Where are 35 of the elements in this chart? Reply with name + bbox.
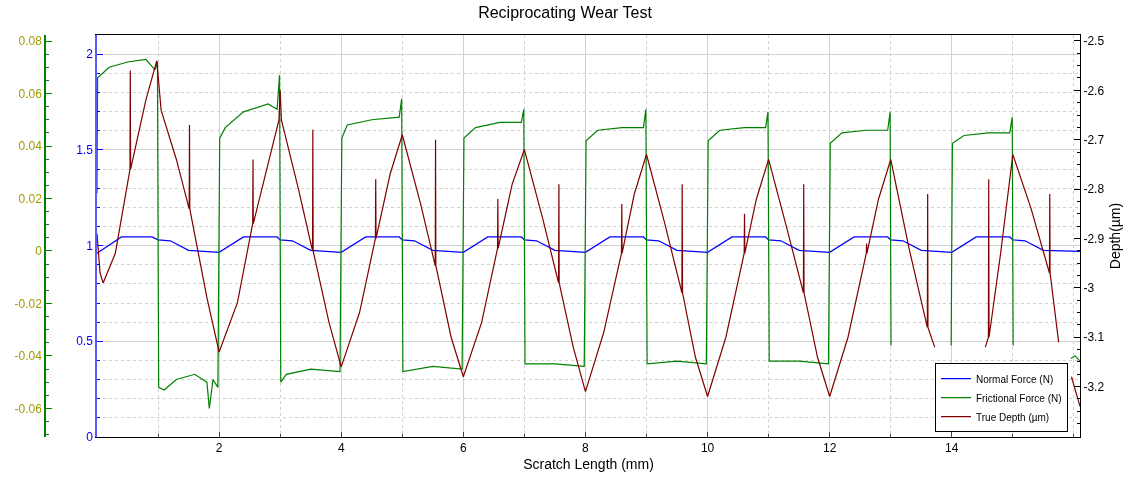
legend-label: Frictional Force (N) — [976, 392, 1062, 404]
y3-tick-label: -2.5 — [1083, 34, 1105, 49]
x-tick-label: 10 — [700, 441, 715, 456]
legend-label: Normal Force (N) — [976, 373, 1054, 385]
y2-tick-label: 0.08 — [18, 34, 43, 49]
x-tick-label: 12 — [822, 441, 837, 456]
y3-tick-label: -2.6 — [1083, 83, 1105, 98]
y2-tick-label: -0.04 — [14, 349, 43, 364]
y3-tick-label: -2.7 — [1083, 132, 1105, 147]
y2-tick-label: 0.06 — [18, 86, 43, 101]
y3-tick-label: -3 — [1083, 281, 1095, 296]
y3-tick-label: -2.9 — [1083, 231, 1105, 246]
y3-axis-title: Depth(µm) — [1106, 202, 1123, 270]
y3-tick-label: -3.1 — [1083, 330, 1105, 345]
chart-title: Reciprocating Wear Test — [478, 4, 653, 22]
x-tick-label: 8 — [582, 441, 590, 456]
y3-tick-label: -3.2 — [1083, 379, 1105, 394]
y2-tick-label: -0.06 — [14, 401, 43, 416]
y2-tick-label: 0.04 — [18, 139, 43, 154]
y2-tick-label: 0.02 — [18, 191, 43, 206]
x-tick-label: 14 — [945, 441, 959, 456]
x-tick-label: 4 — [337, 441, 345, 456]
y-tick-label: 0.5 — [76, 334, 94, 349]
y-tick-label: 2 — [86, 47, 94, 62]
y2-tick-label: -0.02 — [14, 296, 43, 311]
legend-label: True Depth (µm) — [976, 411, 1050, 423]
y-tick-label: 1.5 — [76, 143, 94, 158]
y3-tick-label: -2.8 — [1083, 182, 1105, 197]
y-tick-label: 1 — [86, 238, 94, 253]
line-series — [97, 236, 1080, 254]
y2-tick-label: 0 — [35, 244, 43, 259]
x-tick-label: 6 — [460, 441, 467, 456]
y-tick-label: 0 — [86, 430, 94, 445]
x-axis-title: Scratch Length (mm) — [523, 455, 654, 472]
x-tick-label: 2 — [215, 441, 223, 456]
